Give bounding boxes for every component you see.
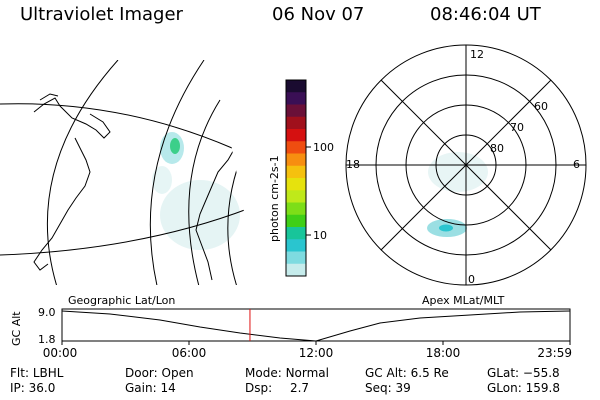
colorbar-tick-label-10: 10 [313, 229, 327, 242]
timeline-y-axis-label: GC Alt [10, 311, 23, 346]
gain-value: 14 [160, 381, 176, 395]
timeline-left-title: Geographic Lat/Lon [68, 294, 175, 307]
coastline [39, 93, 59, 101]
colorbar-segment [286, 80, 306, 93]
mlt-label-18: 18 [346, 158, 360, 171]
coastline [241, 117, 247, 149]
glat-value: −55.8 [522, 366, 560, 380]
gc-alt-value: 6.5 Re [410, 366, 449, 380]
seq-info: Seq: 39 [365, 381, 411, 395]
colorbar-unit-label: photon cm-2s-1 [268, 155, 281, 242]
polar-plot: 12 18 6 0 60 70 80 [345, 44, 587, 286]
graticule-line [46, 60, 119, 285]
timeline-right-title: Apex MLat/MLT [422, 294, 505, 307]
filter-value: LBHL [32, 366, 64, 380]
mlt-label-0: 0 [468, 273, 475, 286]
aurora-emission [439, 224, 453, 232]
colorbar-frame [285, 79, 307, 277]
colorbar-segment [286, 165, 306, 179]
colorbar-segment [286, 190, 306, 203]
timeline-x-tick-label: 12:00 [299, 346, 334, 360]
colorbar-segment [286, 263, 306, 277]
timeline-y-min: 1.8 [38, 333, 56, 346]
graticule-line [188, 99, 221, 285]
mlt-diagonal [380, 79, 552, 251]
colorbar-segment [286, 92, 306, 105]
gc-alt-info: GC Alt: 6.5 Re [365, 366, 449, 380]
gain-info: Gain: 14 [125, 381, 176, 395]
colorbar-tick-label-100: 100 [313, 141, 334, 154]
colorbar-segment [286, 129, 306, 142]
colorbar-segment [286, 116, 306, 130]
altitude-curve [61, 310, 571, 342]
aurora-emission [428, 152, 488, 192]
glon-value: 159.8 [525, 381, 560, 395]
timeline-x-tick-label: 00:00 [43, 346, 78, 360]
colorbar-segment [286, 202, 306, 216]
colorbar-segment [286, 227, 306, 240]
geographic-map [0, 60, 251, 285]
filter-info: Flt: LBHL [10, 366, 64, 380]
colorbar-segment [286, 178, 306, 191]
timeline-x-axis: 00:00 06:00 12:00 18:00 23:59 [43, 341, 572, 360]
image-date: 06 Nov 07 [272, 4, 365, 25]
door-value: Open [161, 366, 194, 380]
lat-label-70: 70 [510, 121, 524, 134]
colorbar-segment [286, 141, 306, 154]
mode-value: Normal [285, 366, 329, 380]
coastline [33, 97, 111, 139]
colorbar-segment [286, 153, 306, 167]
coastline [33, 137, 91, 271]
timeline-x-tick-label: 18:00 [426, 346, 461, 360]
aurora-emission [152, 166, 172, 194]
graticule-line [0, 103, 233, 149]
graticule-line [149, 60, 205, 285]
glon-info: GLon: 159.8 [487, 381, 560, 395]
instrument-title: Ultraviolet Imager [20, 4, 183, 25]
timeline-x-tick-label: 06:00 [172, 346, 207, 360]
ip-info: IP: 36.0 [10, 381, 56, 395]
timeline-x-tick-label: 23:59 [537, 346, 572, 360]
colorbar-segment [286, 214, 306, 228]
colorbar [286, 80, 306, 277]
dsp-info: Dsp: 2.7 [245, 381, 310, 395]
lat-label-80: 80 [490, 142, 504, 155]
colorbar-segment [286, 104, 306, 118]
mlt-label-6: 6 [573, 158, 580, 171]
dsp-value: 2.7 [289, 381, 310, 395]
image-time: 08:46:04 UT [430, 4, 541, 25]
ip-value: 36.0 [28, 381, 56, 395]
timeline-y-max: 9.0 [38, 306, 56, 319]
glat-info: GLat: −55.8 [487, 366, 560, 380]
colorbar-segment [286, 239, 306, 252]
lat-label-60: 60 [534, 100, 548, 113]
graticule-line [0, 207, 251, 256]
mode-info: Mode: Normal [245, 366, 329, 380]
mlt-label-12: 12 [470, 48, 484, 61]
door-info: Door: Open [125, 366, 194, 380]
colorbar-segment [286, 251, 306, 265]
aurora-emission [170, 138, 180, 154]
seq-value: 39 [395, 381, 411, 395]
